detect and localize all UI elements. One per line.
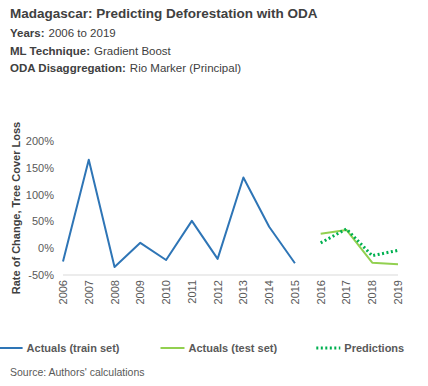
x-axis — [63, 275, 398, 276]
y-tick-label: 0% — [38, 242, 54, 254]
legend-label: Actuals (train set) — [27, 342, 120, 354]
legend-swatch — [161, 347, 185, 349]
x-tick-label: 2008 — [109, 280, 121, 304]
y-tick-label: 100% — [26, 189, 54, 201]
subtitle-text: Gradient Boost — [94, 45, 172, 57]
y-tick-label: 50% — [32, 215, 54, 227]
series-line — [63, 160, 295, 267]
legend-swatch — [0, 347, 23, 349]
x-tick-label: 2013 — [237, 280, 249, 304]
x-tick-label: 2011 — [186, 280, 198, 304]
background — [0, 0, 428, 386]
source: Source: Authors' calculations — [10, 366, 145, 378]
x-tick-label: 2015 — [289, 280, 301, 304]
y-tick-label: -50% — [28, 269, 54, 281]
subtitle-label: Years: — [10, 27, 45, 39]
x-tick-label: 2012 — [212, 280, 224, 304]
x-tick-label: 2009 — [134, 280, 146, 304]
legend-label: Actuals (test set) — [189, 342, 278, 354]
legend-label: Predictions — [344, 342, 404, 354]
plot-area — [63, 160, 398, 267]
x-tick-label: 2018 — [366, 280, 378, 304]
legend-swatch — [316, 347, 340, 350]
subtitle-label: ODA Disaggregation: — [10, 62, 126, 74]
subtitle: Years: 2006 to 2019 — [10, 27, 116, 39]
x-tick-label: 2006 — [57, 280, 69, 304]
x-tick-label: 2019 — [392, 280, 404, 304]
subtitle-label: ML Technique: — [10, 45, 90, 57]
y-axis-label: Rate of Change, Tree Cover Loss — [10, 122, 22, 294]
y-tick-label: 200% — [26, 135, 54, 147]
chart: Madagascar: Predicting Deforestation wit… — [0, 0, 428, 386]
x-tick-label: 2010 — [160, 280, 172, 304]
x-tick-label: 2017 — [340, 280, 352, 304]
y-tick-label: 150% — [26, 162, 54, 174]
series-line — [321, 229, 398, 256]
x-tick-label: 2007 — [83, 280, 95, 304]
title: Madagascar: Predicting Deforestation wit… — [10, 6, 318, 21]
subtitle-text: Rio Marker (Principal) — [130, 62, 241, 74]
x-tick-label: 2014 — [263, 280, 275, 304]
subtitle-text: 2006 to 2019 — [49, 27, 116, 39]
subtitle: ML Technique: Gradient Boost — [10, 45, 172, 57]
x-tick-label: 2016 — [315, 280, 327, 304]
subtitle: ODA Disaggregation: Rio Marker (Principal… — [10, 62, 241, 74]
